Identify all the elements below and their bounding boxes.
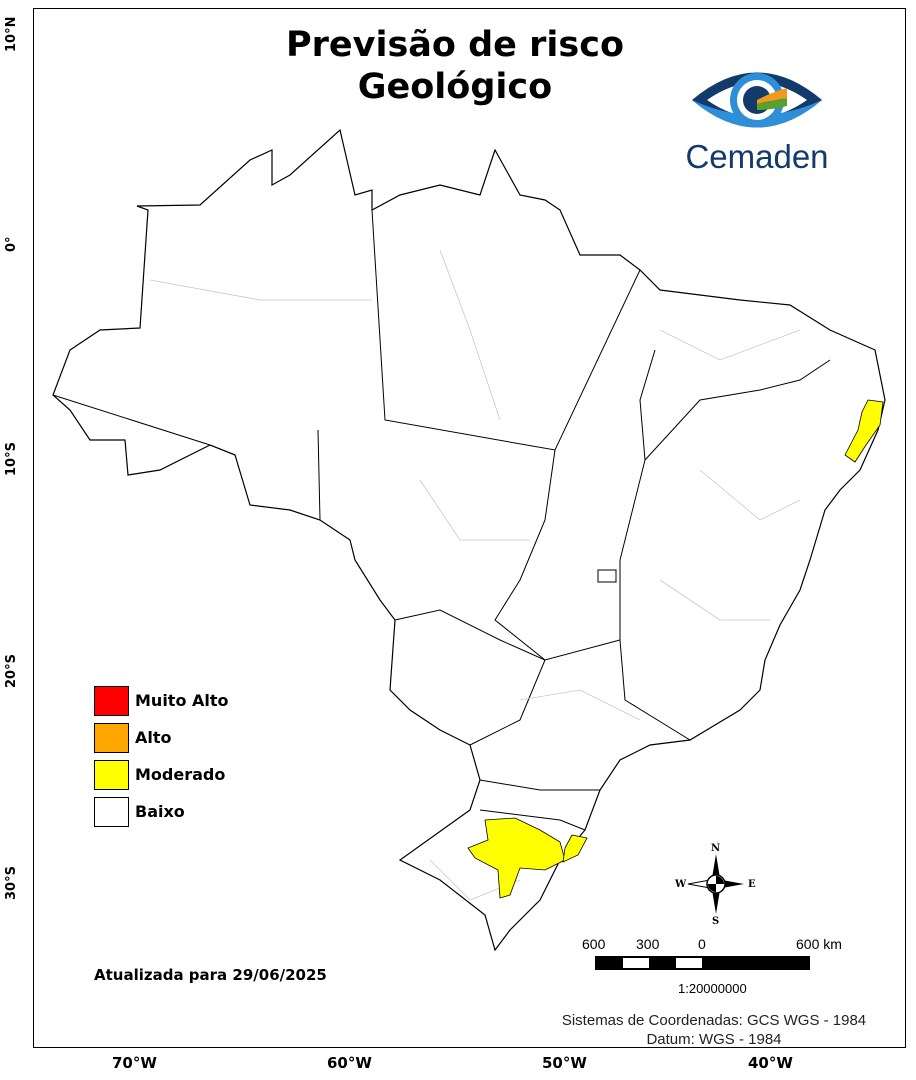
risk-area-bahia-sergipe: [844, 399, 884, 463]
logo-text: Cemaden: [685, 138, 829, 175]
lat-tick: 10°S: [4, 442, 19, 476]
cemaden-logo: Cemaden: [672, 60, 842, 180]
legend-item-alto: Alto: [94, 719, 229, 756]
scale-bar: [595, 956, 810, 970]
legend: Muito Alto Alto Moderado Baixo: [94, 682, 229, 830]
lon-tick: 40°W: [748, 1054, 793, 1072]
crs-datum: Datum: WGS - 1984: [646, 1031, 782, 1048]
legend-item-moderado: Moderado: [94, 756, 229, 793]
lon-tick: 60°W: [327, 1054, 372, 1072]
crs-system: Sistemas de Coordenadas: GCS WGS - 1984: [561, 1012, 867, 1029]
scale-label: 0: [698, 936, 706, 952]
map-frame: [33, 8, 906, 1048]
compass-rose: [687, 854, 744, 914]
scale-label: 600: [582, 936, 606, 952]
lon-tick: 70°W: [112, 1054, 157, 1072]
lat-tick: 30°S: [4, 866, 19, 900]
scale-label: 300: [636, 936, 660, 952]
compass-west: W: [675, 879, 687, 890]
legend-swatch: [94, 685, 129, 716]
legend-swatch: [94, 759, 129, 790]
coordinate-system: Sistemas de Coordenadas: GCS WGS - 1984 …: [536, 1011, 892, 1049]
updated-date: Atualizada para 29/06/2025: [94, 966, 327, 984]
lon-tick: 50°W: [542, 1054, 587, 1072]
lat-tick: 0°: [4, 236, 19, 252]
lat-tick: 10°N: [4, 16, 19, 52]
compass-east: E: [748, 879, 756, 890]
compass-north: N: [711, 843, 721, 854]
legend-swatch: [94, 796, 129, 827]
map-title: Previsão de risco Geológico: [240, 24, 670, 108]
title-line-2: Geológico: [357, 67, 553, 107]
eye-logo-icon: [692, 72, 822, 128]
scale-ratio: 1:20000000: [678, 981, 747, 996]
title-line-1: Previsão de risco: [285, 25, 624, 65]
legend-swatch: [94, 722, 129, 753]
legend-item-muito-alto: Muito Alto: [94, 682, 229, 719]
legend-label: Baixo: [135, 802, 185, 821]
legend-item-baixo: Baixo: [94, 793, 229, 830]
compass-south: S: [712, 916, 720, 927]
lat-tick: 20°S: [4, 654, 19, 688]
legend-label: Alto: [135, 728, 172, 747]
risk-area-santa-catarina: [562, 834, 588, 863]
risk-area-rio-grande-do-sul: [467, 817, 566, 899]
state-borders: [52, 209, 831, 831]
scale-label: 600 km: [796, 936, 842, 952]
legend-label: Muito Alto: [135, 691, 229, 710]
legend-label: Moderado: [135, 765, 226, 784]
